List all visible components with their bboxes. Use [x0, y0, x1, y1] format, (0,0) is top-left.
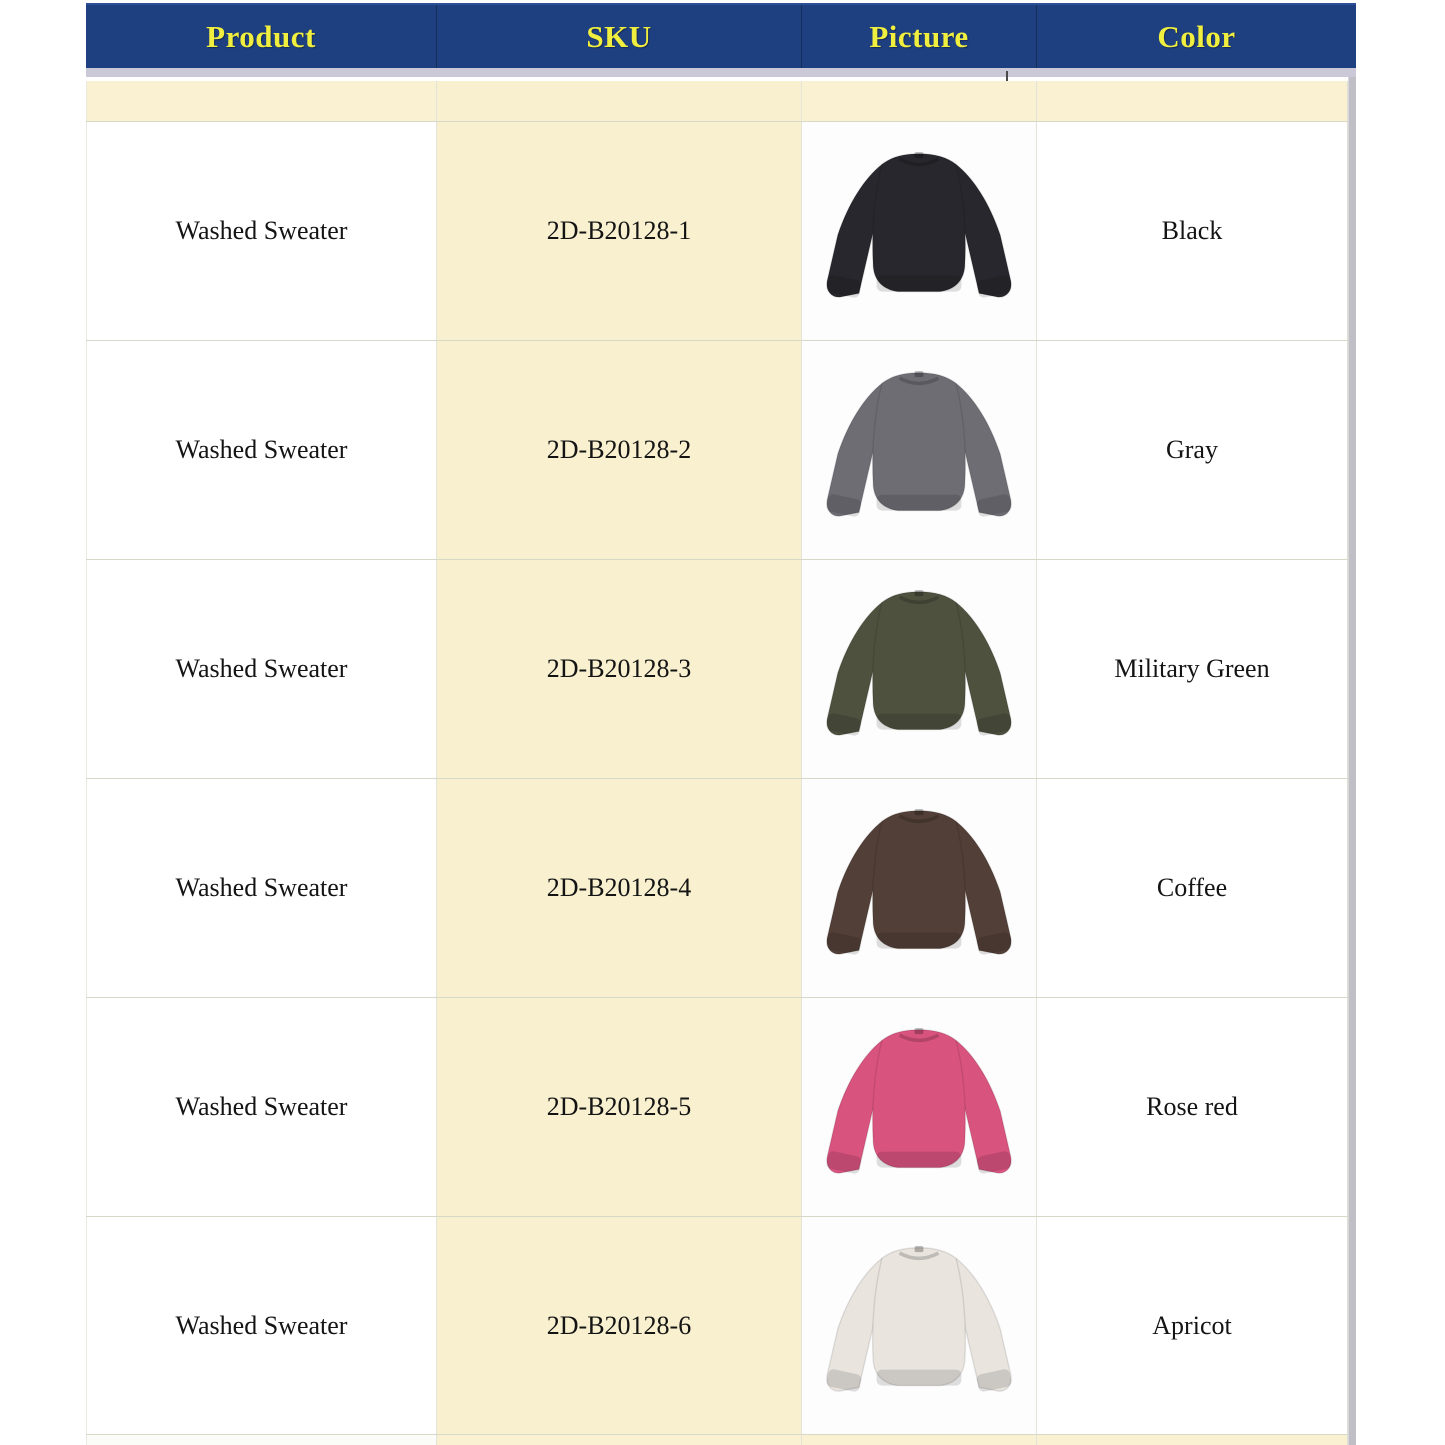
picture-cell: [802, 341, 1037, 559]
table-row-partial: [86, 81, 1348, 122]
color-cell: Apricot: [1037, 1217, 1348, 1434]
picture-cell: [802, 122, 1037, 340]
picture-cell: [802, 560, 1037, 778]
table-row: Washed Sweater 2D-B20128-6: [86, 1217, 1348, 1435]
picture-cell: [802, 81, 1037, 121]
sweater-image: [826, 1246, 1012, 1392]
table-row: Washed Sweater 2D-B20128-1: [86, 122, 1348, 341]
picture-cell: [802, 998, 1037, 1216]
table-row-partial-bottom: [86, 1435, 1348, 1445]
table-row: Washed Sweater 2D-B20128-4: [86, 779, 1348, 998]
product-cell: Washed Sweater: [86, 122, 437, 340]
color-cell: [1037, 1435, 1348, 1445]
table-body: Washed Sweater 2D-B20128-1: [86, 81, 1348, 1445]
color-cell: Rose red: [1037, 998, 1348, 1216]
color-cell: Military Green: [1037, 560, 1348, 778]
table-header-row: Product SKU Picture Color: [86, 3, 1356, 68]
product-cell: Washed Sweater: [86, 998, 437, 1216]
vertical-scrollbar[interactable]: [1348, 77, 1356, 1445]
picture-cell: [802, 1435, 1037, 1445]
sku-cell: [437, 1435, 802, 1445]
header-shadow-strip: [86, 68, 1356, 77]
sku-cell: 2D-B20128-4: [437, 779, 802, 997]
sku-cell: 2D-B20128-5: [437, 998, 802, 1216]
sku-cell: 2D-B20128-1: [437, 122, 802, 340]
product-cell: Washed Sweater: [86, 341, 437, 559]
sweater-image: [826, 1027, 1012, 1174]
color-cell: [1037, 81, 1348, 121]
product-cell: [86, 1435, 437, 1445]
header-cell-color: Color: [1157, 18, 1236, 54]
sku-cell: 2D-B20128-3: [437, 560, 802, 778]
product-cell: Washed Sweater: [86, 1217, 437, 1434]
sku-cell: 2D-B20128-6: [437, 1217, 802, 1434]
product-cell: Washed Sweater: [86, 779, 437, 997]
sku-cell: [437, 81, 802, 121]
picture-cell: [802, 1217, 1037, 1434]
sku-cell: 2D-B20128-2: [437, 341, 802, 559]
product-cell: Washed Sweater: [86, 560, 437, 778]
header-cell-picture: Picture: [802, 5, 1037, 68]
sweater-image: [826, 808, 1012, 955]
sweater-image: [826, 151, 1012, 298]
row-gap: [86, 77, 1348, 81]
sweater-image: [826, 589, 1012, 736]
color-cell: Gray: [1037, 341, 1348, 559]
product-cell: [86, 81, 437, 121]
table-row: Washed Sweater 2D-B20128-2: [86, 341, 1348, 560]
color-cell: Coffee: [1037, 779, 1348, 997]
cursor-artifact: [1006, 71, 1008, 82]
color-cell: Black: [1037, 122, 1348, 340]
table-row: Washed Sweater 2D-B20128-3: [86, 560, 1348, 779]
product-table: Product SKU Picture Color Washed Sweater…: [86, 3, 1356, 1445]
table-row: Washed Sweater 2D-B20128-5: [86, 998, 1348, 1217]
header-cell-sku: SKU: [437, 5, 802, 68]
picture-cell: [802, 779, 1037, 997]
header-cell-product: Product: [86, 5, 437, 68]
sweater-image: [826, 370, 1012, 517]
